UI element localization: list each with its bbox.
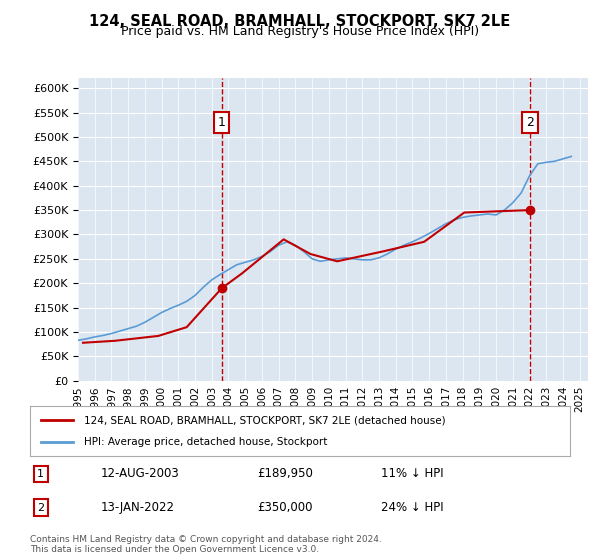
Text: 13-JAN-2022: 13-JAN-2022	[100, 501, 174, 514]
Text: 24% ↓ HPI: 24% ↓ HPI	[381, 501, 443, 514]
Text: 2: 2	[526, 116, 534, 129]
Text: 1: 1	[37, 469, 44, 479]
Text: £189,950: £189,950	[257, 468, 313, 480]
Text: Price paid vs. HM Land Registry's House Price Index (HPI): Price paid vs. HM Land Registry's House …	[121, 25, 479, 38]
Text: Contains HM Land Registry data © Crown copyright and database right 2024.
This d: Contains HM Land Registry data © Crown c…	[30, 535, 382, 554]
Text: 12-AUG-2003: 12-AUG-2003	[100, 468, 179, 480]
Text: 2: 2	[37, 502, 44, 512]
Text: £350,000: £350,000	[257, 501, 312, 514]
Text: 124, SEAL ROAD, BRAMHALL, STOCKPORT, SK7 2LE: 124, SEAL ROAD, BRAMHALL, STOCKPORT, SK7…	[89, 14, 511, 29]
Text: 11% ↓ HPI: 11% ↓ HPI	[381, 468, 443, 480]
Text: 1: 1	[218, 116, 226, 129]
Text: HPI: Average price, detached house, Stockport: HPI: Average price, detached house, Stoc…	[84, 437, 328, 447]
Text: 124, SEAL ROAD, BRAMHALL, STOCKPORT, SK7 2LE (detached house): 124, SEAL ROAD, BRAMHALL, STOCKPORT, SK7…	[84, 415, 446, 425]
